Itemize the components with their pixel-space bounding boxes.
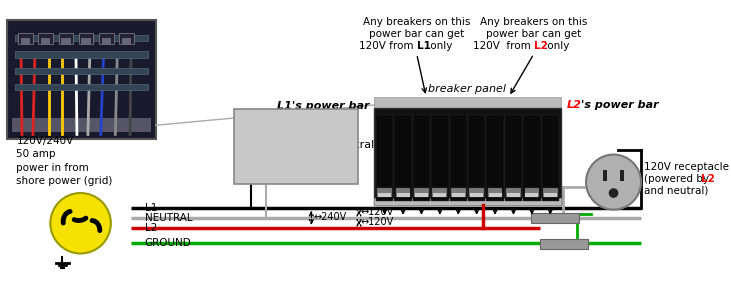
Bar xyxy=(374,108,561,205)
Text: L1: L1 xyxy=(417,41,431,51)
Text: 120V from: 120V from xyxy=(359,41,417,51)
Bar xyxy=(376,115,393,201)
Text: L1: L1 xyxy=(145,203,157,213)
Text: Any breakers on this: Any breakers on this xyxy=(363,17,470,27)
Bar xyxy=(374,198,561,205)
Bar xyxy=(433,188,447,197)
Bar xyxy=(378,193,391,197)
Text: by: by xyxy=(279,140,296,150)
Bar xyxy=(7,20,156,139)
Bar xyxy=(12,118,151,132)
Text: L1's power bar: L1's power bar xyxy=(278,100,370,111)
Bar xyxy=(18,33,33,44)
Bar xyxy=(452,193,465,197)
Bar xyxy=(122,38,131,44)
Text: ↔120V: ↔120V xyxy=(361,217,394,227)
Text: L2: L2 xyxy=(700,174,714,184)
Text: ↔120V: ↔120V xyxy=(361,207,394,217)
Bar xyxy=(470,193,483,197)
Bar xyxy=(81,38,91,44)
Bar xyxy=(506,188,521,197)
Bar xyxy=(620,170,624,181)
Bar xyxy=(488,193,501,197)
Bar xyxy=(542,115,559,201)
Bar xyxy=(102,38,111,44)
Text: and neutral): and neutral) xyxy=(306,140,379,150)
Bar xyxy=(450,115,467,201)
Bar xyxy=(604,170,607,181)
Text: itioner (powered: itioner (powered xyxy=(250,128,342,138)
Circle shape xyxy=(610,189,618,197)
Text: power bar can get: power bar can get xyxy=(369,29,464,39)
Bar xyxy=(413,115,431,201)
Bar xyxy=(523,115,541,201)
Bar xyxy=(431,115,449,201)
Bar xyxy=(394,115,412,201)
Text: GROUND: GROUND xyxy=(145,238,192,248)
Bar xyxy=(415,193,428,197)
Text: 120V/240V
50 amp
power in from
shore power (grid): 120V/240V 50 amp power in from shore pow… xyxy=(17,136,113,186)
Bar xyxy=(377,188,392,197)
Bar xyxy=(15,51,148,58)
Bar xyxy=(15,84,148,91)
Text: ↔240V: ↔240V xyxy=(313,212,346,222)
Bar xyxy=(531,213,579,223)
Bar xyxy=(469,188,484,197)
Bar xyxy=(12,118,151,132)
Text: only: only xyxy=(427,41,452,51)
Text: L2: L2 xyxy=(534,41,548,51)
Text: (powered by: (powered by xyxy=(644,174,712,184)
Text: only: only xyxy=(544,41,569,51)
Bar xyxy=(21,38,30,44)
Bar xyxy=(526,193,538,197)
Bar xyxy=(504,115,522,201)
Bar xyxy=(15,68,148,74)
Text: Any breakers on this: Any breakers on this xyxy=(480,17,588,27)
Bar xyxy=(374,97,561,108)
Bar xyxy=(58,33,73,44)
Bar xyxy=(414,188,429,197)
Bar xyxy=(488,188,502,197)
Bar xyxy=(540,239,588,249)
Bar xyxy=(61,38,70,44)
Bar xyxy=(235,109,358,184)
Bar xyxy=(544,193,557,197)
Circle shape xyxy=(586,154,641,209)
Text: breaker panel: breaker panel xyxy=(428,84,507,94)
Text: 120V  from: 120V from xyxy=(473,41,534,51)
Text: NEUTRAL: NEUTRAL xyxy=(145,213,192,223)
Text: L1: L1 xyxy=(296,140,311,150)
Bar xyxy=(543,188,558,197)
Text: 's power bar: 's power bar xyxy=(580,100,658,110)
Bar xyxy=(41,38,50,44)
Bar xyxy=(119,33,134,44)
Bar xyxy=(451,188,466,197)
Bar xyxy=(39,33,53,44)
Bar xyxy=(395,188,410,197)
Text: 120V air cond-: 120V air cond- xyxy=(255,116,337,126)
Bar xyxy=(15,34,148,41)
Bar xyxy=(468,115,485,201)
Bar xyxy=(507,193,520,197)
Circle shape xyxy=(50,193,111,254)
Bar xyxy=(433,193,447,197)
Text: power bar can get: power bar can get xyxy=(486,29,581,39)
Bar xyxy=(79,33,94,44)
Text: L2: L2 xyxy=(567,100,582,110)
Bar xyxy=(486,115,504,201)
Text: L2: L2 xyxy=(145,223,157,233)
Text: 120V receptacle: 120V receptacle xyxy=(644,162,729,172)
Text: and neutral): and neutral) xyxy=(644,186,708,196)
Bar xyxy=(99,33,113,44)
Bar xyxy=(525,188,539,197)
Bar xyxy=(397,193,409,197)
